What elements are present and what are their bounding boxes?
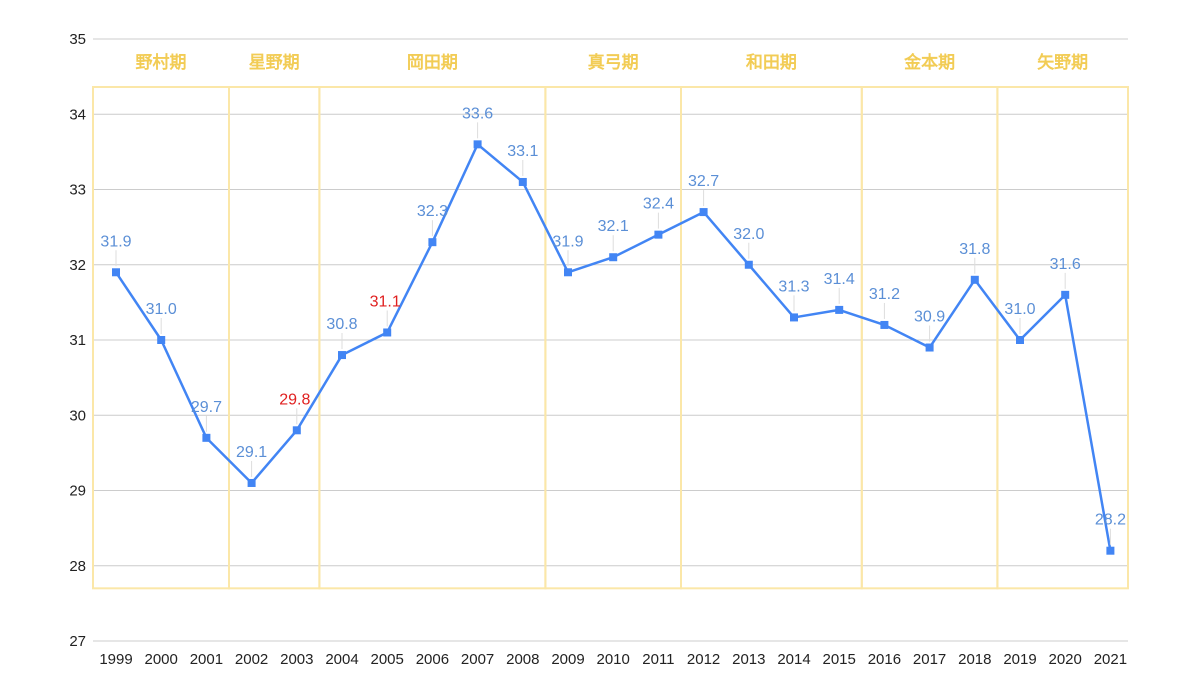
y-tick-label: 35 — [69, 31, 86, 48]
y-tick-label: 28 — [69, 558, 86, 575]
data-point — [925, 343, 934, 352]
data-point — [428, 238, 437, 247]
data-label: 32.7 — [688, 173, 719, 190]
data-label: 32.0 — [733, 226, 764, 243]
data-label: 33.1 — [507, 143, 538, 160]
data-label: 32.4 — [643, 196, 674, 213]
x-tick-label: 2008 — [506, 651, 539, 668]
data-label: 31.9 — [100, 233, 131, 250]
x-tick-label: 2013 — [732, 651, 765, 668]
data-point — [880, 320, 889, 329]
data-label: 31.2 — [869, 286, 900, 303]
x-tick-label: 2006 — [416, 651, 449, 668]
highlighted-data-label: 29.8 — [279, 391, 310, 408]
y-axis: 27 28 29 30 31 32 33 34 35 — [69, 31, 86, 650]
data-labels: 31.9 31.0 29.7 29.1 29.8 30.8 31.1 32.3 33.6 33.1… — [100, 105, 1126, 545]
x-tick-label: 2016 — [868, 651, 901, 668]
x-tick-label: 2009 — [551, 651, 584, 668]
data-label: 31.3 — [778, 278, 809, 295]
data-point — [564, 268, 572, 277]
data-point — [744, 260, 753, 269]
data-point — [609, 253, 618, 262]
era-label: 金本期 — [903, 52, 955, 72]
highlighted-data-label: 31.1 — [370, 293, 401, 310]
era-band — [318, 86, 547, 590]
data-point — [1106, 546, 1115, 555]
data-point — [1061, 290, 1070, 299]
data-point — [112, 268, 120, 277]
gridlines — [93, 38, 1128, 642]
x-tick-label: 2004 — [325, 651, 358, 668]
y-tick-label: 31 — [69, 332, 86, 349]
data-label: 30.9 — [914, 309, 945, 326]
data-label: 30.8 — [326, 316, 357, 333]
era-band — [680, 86, 863, 590]
era-band — [996, 86, 1130, 590]
data-point — [699, 208, 708, 217]
y-tick-label: 27 — [69, 633, 86, 650]
era-label: 和田期 — [746, 53, 797, 72]
data-point — [970, 275, 979, 284]
era-band — [228, 86, 321, 590]
x-tick-label: 2014 — [777, 651, 810, 668]
data-label: 33.6 — [462, 105, 493, 122]
x-axis: 1999 2000 2001 2002 2003 2004 2005 2006 2007 2008… — [99, 651, 1127, 668]
x-tick-label: 2007 — [461, 651, 494, 668]
data-label: 31.4 — [824, 271, 855, 288]
data-label: 32.3 — [417, 203, 448, 220]
data-point — [790, 313, 798, 322]
x-tick-label: 1999 — [99, 651, 132, 668]
y-tick-label: 33 — [69, 182, 86, 199]
era-band — [544, 86, 683, 590]
data-point — [473, 140, 482, 149]
era-bands: 野村期 星野期 岡田期 真弓期 和田期 金本期 矢野期 — [92, 52, 1130, 590]
y-tick-label: 29 — [69, 483, 86, 500]
x-tick-label: 2021 — [1094, 651, 1127, 668]
era-label: 矢野期 — [1037, 52, 1088, 72]
era-label: 野村期 — [136, 52, 187, 72]
data-point — [292, 426, 301, 435]
data-label: 31.8 — [959, 241, 990, 258]
data-point — [247, 478, 256, 487]
data-label: 32.1 — [598, 218, 629, 235]
data-label: 31.6 — [1050, 256, 1081, 273]
data-point — [1016, 336, 1024, 344]
x-tick-label: 2020 — [1049, 651, 1082, 668]
data-point — [383, 328, 392, 337]
data-label: 31.0 — [1004, 301, 1035, 318]
y-tick-label: 34 — [69, 106, 86, 123]
x-tick-label: 2015 — [823, 651, 856, 668]
x-tick-label: 2000 — [145, 651, 178, 668]
x-tick-label: 2002 — [235, 651, 268, 668]
x-tick-label: 2018 — [958, 651, 991, 668]
data-label: 29.7 — [191, 399, 222, 416]
y-tick-label: 32 — [69, 257, 86, 274]
x-tick-label: 2001 — [190, 651, 223, 668]
y-tick-label: 30 — [69, 407, 86, 424]
era-label: 岡田期 — [407, 53, 458, 72]
data-point — [518, 177, 527, 186]
x-tick-label: 2010 — [597, 651, 630, 668]
data-label: 28.2 — [1095, 512, 1126, 529]
era-label: 星野期 — [249, 53, 300, 72]
x-tick-label: 2017 — [913, 651, 946, 668]
series-line — [114, 143, 1112, 551]
data-series — [112, 140, 1115, 555]
data-label: 31.0 — [146, 301, 177, 318]
x-tick-label: 2012 — [687, 651, 720, 668]
x-tick-label: 2005 — [371, 651, 404, 668]
data-point — [157, 336, 166, 344]
data-point — [202, 433, 211, 442]
x-tick-label: 2003 — [280, 651, 313, 668]
data-label: 31.9 — [552, 233, 583, 250]
data-point — [338, 351, 346, 360]
era-label: 真弓期 — [588, 52, 639, 72]
data-label: 29.1 — [236, 444, 267, 461]
x-tick-label: 2011 — [642, 651, 674, 668]
x-tick-label: 2019 — [1003, 651, 1036, 668]
data-point — [654, 230, 663, 239]
data-point — [835, 305, 844, 314]
